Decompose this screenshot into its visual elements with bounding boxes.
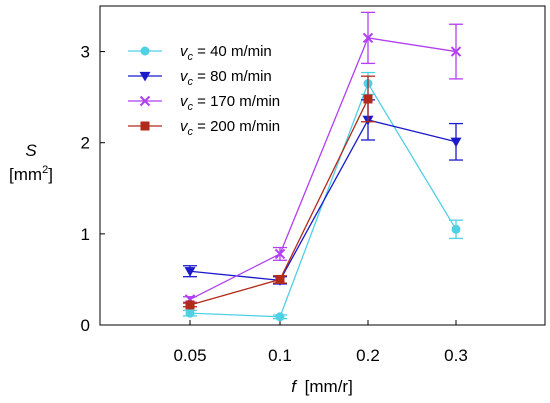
series-4 <box>183 75 375 310</box>
y-axis-var: S <box>25 141 37 160</box>
x-axis-label: f [mm/r] <box>291 377 353 396</box>
series-line <box>189 119 457 282</box>
legend-entry-1: vc = 40 m/min <box>128 43 272 63</box>
data-point <box>450 137 462 148</box>
x-tick-label: 0.05 <box>173 346 206 365</box>
legend-label: vc = 80 m/min <box>180 68 272 88</box>
legend-entry-3: vc = 170 m/min <box>128 93 280 113</box>
legend-marker-stroke <box>139 95 151 107</box>
y-tick-label: 3 <box>81 43 90 62</box>
data-point-stroke <box>450 46 462 57</box>
data-point <box>363 94 373 104</box>
series-3 <box>183 11 463 305</box>
x-axis-var: f <box>291 377 298 396</box>
legend-marker <box>140 46 150 56</box>
x-tick-label: 0.2 <box>356 346 380 365</box>
y-axis-unit-pre: [mm <box>9 165 42 184</box>
legend-entry-2: vc = 80 m/min <box>128 68 272 88</box>
y-tick-label: 0 <box>81 316 90 335</box>
y-axis-unit-post: ] <box>48 165 53 184</box>
data-point <box>275 312 285 322</box>
legend-marker <box>140 121 150 131</box>
y-tick-labels: 0 1 2 3 <box>81 43 90 335</box>
legend-marker <box>139 95 151 107</box>
data-point-stroke <box>274 248 286 260</box>
x-tick-labels: 0.05 0.1 0.2 0.3 <box>173 346 467 365</box>
legend-label: vc = 40 m/min <box>180 43 272 63</box>
data-point <box>185 308 195 318</box>
y-axis-unit-sup: 2 <box>42 164 48 176</box>
legend-label: vc = 170 m/min <box>180 93 280 113</box>
y-tick-label: 2 <box>81 134 90 153</box>
data-point <box>184 267 196 277</box>
legend-marker <box>139 71 151 82</box>
series-line <box>189 37 457 301</box>
x-tick-label: 0.3 <box>444 346 468 365</box>
y-axis-unit: [mm2] <box>9 164 53 184</box>
plot-border <box>99 5 546 326</box>
data-point <box>450 46 462 57</box>
legend: vc = 40 m/min vc = 80 m/min vc = 170 m/min… <box>128 43 280 138</box>
data-point <box>451 224 461 234</box>
data-point <box>275 274 285 284</box>
x-tick-label: 0.1 <box>268 346 292 365</box>
y-tick-label: 1 <box>81 225 90 244</box>
x-axis-unit: [mm/r] <box>305 377 353 396</box>
plot-frame <box>99 5 546 326</box>
data-point <box>185 300 195 310</box>
y-axis-var-text: S <box>25 141 37 160</box>
data-point <box>274 248 286 260</box>
legend-entry-4: vc = 200 m/min <box>128 118 280 138</box>
series-layer <box>183 11 463 322</box>
data-point <box>362 32 374 44</box>
legend-label: vc = 200 m/min <box>180 118 280 138</box>
data-point-stroke <box>362 32 374 44</box>
